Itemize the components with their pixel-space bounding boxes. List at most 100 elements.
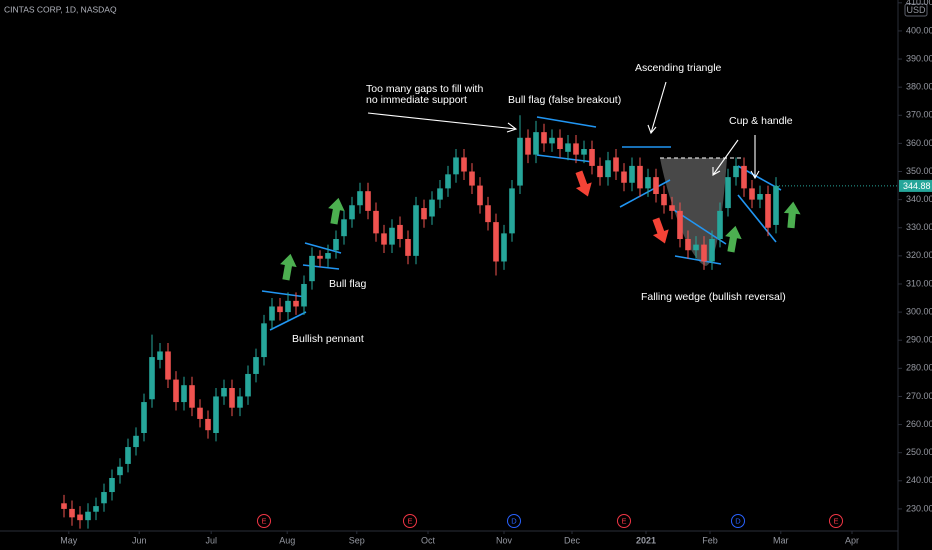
- pointer-arrow: [650, 81, 667, 134]
- y-tick-label: 270.00: [906, 391, 932, 401]
- pointer-arrow-head: [647, 124, 657, 135]
- candle-body: [501, 233, 507, 262]
- pennant-line: [261, 290, 307, 298]
- candle-body: [717, 210, 723, 239]
- pointer-arrow-head: [712, 167, 721, 176]
- y-tick-label: 390.00: [906, 53, 932, 63]
- candle-body: [61, 503, 67, 509]
- annotation: Cup & handle: [729, 115, 793, 127]
- candle-body: [549, 137, 555, 144]
- candle-body: [685, 238, 691, 251]
- candle-body: [653, 177, 659, 195]
- candle-body: [429, 199, 435, 217]
- annotation: Bullish pennant: [292, 333, 364, 345]
- candle-body: [317, 255, 323, 259]
- event-marker: [507, 514, 521, 528]
- candle-body: [149, 357, 155, 400]
- last-price-box: [899, 179, 932, 192]
- candle-body: [157, 351, 163, 360]
- event-label: D: [511, 516, 517, 525]
- candle-body: [701, 244, 707, 262]
- candle-body: [637, 165, 643, 189]
- candle-body: [453, 157, 459, 175]
- candle-body: [237, 396, 243, 408]
- candle-body: [381, 233, 387, 245]
- y-tick-label: 230.00: [906, 503, 932, 513]
- candle-body: [93, 506, 99, 512]
- candle-body: [413, 205, 419, 256]
- annotation: no immediate support: [366, 94, 467, 106]
- y-tick-label: 320.00: [906, 250, 932, 260]
- candle-body: [533, 132, 539, 155]
- candle-body: [709, 238, 715, 262]
- y-tick-label: 340.00: [906, 194, 932, 204]
- pointer-arrow-head: [750, 170, 760, 180]
- y-tick-label: 400.00: [906, 25, 932, 35]
- candle-body: [101, 492, 107, 504]
- y-tick-label: 310.00: [906, 278, 932, 288]
- candle-body: [189, 385, 195, 408]
- candle-body: [389, 227, 395, 245]
- candle-body: [605, 160, 611, 178]
- candle-body: [493, 222, 499, 262]
- candle-body: [421, 208, 427, 220]
- candle-body: [517, 137, 523, 186]
- wedge-line: [674, 255, 722, 265]
- annotation: Ascending triangle: [635, 62, 722, 74]
- y-tick-label: 380.00: [906, 82, 932, 92]
- last-price-label: 344.88: [903, 181, 931, 191]
- candle-body: [693, 244, 699, 251]
- candle-body: [349, 205, 355, 220]
- candle-body: [261, 323, 267, 358]
- candle-body: [461, 157, 467, 172]
- candle-body: [365, 191, 371, 211]
- candle-body: [557, 137, 563, 150]
- candle-body: [373, 210, 379, 234]
- event-label: E: [833, 516, 838, 525]
- candle-body: [213, 396, 219, 433]
- candle-body: [773, 185, 779, 225]
- candle-body: [309, 255, 315, 282]
- candle-body: [253, 357, 259, 374]
- candle-body: [725, 177, 731, 209]
- candle-body: [749, 188, 755, 200]
- candle-body: [485, 205, 491, 223]
- event-label: E: [621, 516, 626, 525]
- candle-body: [509, 188, 515, 234]
- annotation: Bull flag (false breakout): [508, 94, 621, 106]
- x-tick-label: Nov: [496, 535, 513, 545]
- candle-body: [565, 143, 571, 152]
- event-label: E: [261, 516, 266, 525]
- candle-body: [477, 185, 483, 206]
- y-tick-label: 290.00: [906, 335, 932, 345]
- candle-body: [597, 165, 603, 178]
- flag-line: [304, 242, 342, 254]
- candle-body: [293, 300, 299, 307]
- candle-body: [125, 447, 131, 464]
- x-tick-label: 2021: [636, 535, 656, 545]
- candle-body: [629, 165, 635, 183]
- candle-body: [677, 210, 683, 239]
- candle-body: [581, 149, 587, 155]
- candle-body: [741, 165, 747, 189]
- y-tick-label: 330.00: [906, 222, 932, 232]
- x-tick-label: May: [60, 535, 78, 545]
- candle-body: [445, 174, 451, 189]
- candle-body: [181, 385, 187, 403]
- y-tick-label: 250.00: [906, 447, 932, 457]
- candle-body: [133, 435, 139, 448]
- annotation: Too many gaps to fill with: [366, 83, 483, 95]
- pointer-arrow-head: [506, 122, 518, 133]
- candle-body: [165, 351, 171, 380]
- flag-line: [536, 116, 597, 128]
- candle-body: [469, 171, 475, 186]
- flag-line: [302, 264, 340, 270]
- candle-body: [669, 205, 675, 211]
- candle-body: [117, 466, 123, 476]
- currency-label: USD: [906, 5, 926, 15]
- candle-body: [341, 219, 347, 237]
- x-tick-label: Dec: [564, 535, 581, 545]
- event-marker: [731, 514, 745, 528]
- y-tick-label: 300.00: [906, 306, 932, 316]
- candle-body: [325, 253, 331, 259]
